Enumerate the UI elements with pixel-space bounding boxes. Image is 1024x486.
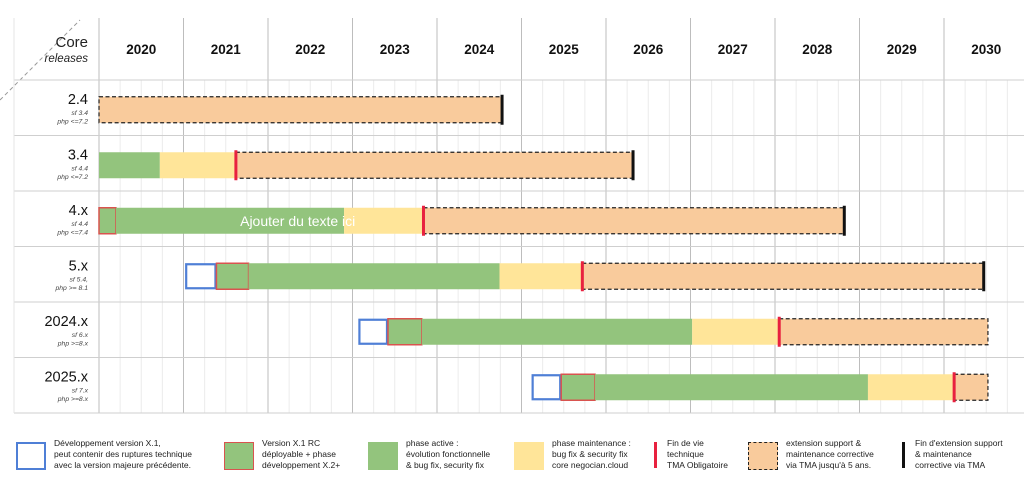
segment-dev bbox=[531, 374, 562, 401]
legend-item-dev: Développement version X.1, peut contenir… bbox=[16, 438, 192, 471]
year-label-2028: 2028 bbox=[802, 42, 833, 57]
segment-extension bbox=[953, 373, 989, 401]
row-2024-x: 2024.x sf 6.x php >=8.x bbox=[44, 314, 989, 348]
release-timeline-chart: 2020 2021 2022 2023 2024 2025 2026 2027 2028 2029… bbox=[0, 18, 1024, 414]
segment-rc bbox=[387, 318, 423, 346]
year-label-2020: 2020 bbox=[126, 42, 156, 57]
legend-text-active: phase active : évolution fonctionnelle &… bbox=[406, 438, 491, 470]
year-label-2026: 2026 bbox=[633, 42, 664, 57]
row-note: sf 3.4 bbox=[71, 110, 88, 117]
year-label-2024: 2024 bbox=[464, 42, 495, 57]
row-label: 4.x bbox=[69, 203, 89, 219]
row-label: 2.4 bbox=[68, 92, 88, 108]
legend-swatch-end bbox=[902, 442, 905, 468]
legend-item-eol: Fin de vie technique TMA Obligatoire bbox=[652, 438, 728, 471]
segment-extension bbox=[98, 96, 503, 124]
legend-text-end: Fin d'extension support & maintenance co… bbox=[915, 438, 1003, 470]
marker-eol bbox=[234, 150, 238, 181]
segment-maintenance bbox=[159, 152, 236, 179]
year-label-2027: 2027 bbox=[718, 42, 748, 57]
segment-rc bbox=[215, 262, 250, 290]
row-note: sf 6.x bbox=[72, 332, 89, 339]
segment-active bbox=[99, 152, 160, 179]
legend: Développement version X.1, peut contenir… bbox=[0, 424, 1024, 486]
row-note: php <=7.2 bbox=[56, 174, 88, 181]
legend-item-end: Fin d'extension support & maintenance co… bbox=[900, 438, 1003, 471]
legend-text-rc: Version X.1 RC déployable + phase dévelo… bbox=[262, 438, 341, 470]
segment-active bbox=[248, 263, 500, 290]
legend-swatch-active bbox=[368, 442, 398, 470]
year-label-2021: 2021 bbox=[211, 42, 242, 57]
legend-swatch-eol bbox=[654, 442, 657, 468]
legend-item-extension: extension support & maintenance correcti… bbox=[748, 438, 874, 471]
segment-extension bbox=[581, 262, 985, 290]
marker-eol bbox=[421, 205, 425, 236]
row-label: 3.4 bbox=[68, 148, 88, 164]
segment-maintenance bbox=[344, 207, 424, 234]
row-note: php <=7.4 bbox=[56, 230, 88, 237]
row-label: 5.x bbox=[69, 259, 89, 275]
legend-swatch-extension bbox=[748, 442, 778, 470]
segment-extension bbox=[235, 151, 634, 179]
row-annotation: Ajouter du texte ici bbox=[240, 213, 355, 229]
segment-active bbox=[115, 207, 345, 234]
row-label: 2025.x bbox=[44, 370, 88, 386]
row-note: php >=8.x bbox=[57, 341, 89, 348]
segment-rc bbox=[560, 373, 596, 401]
legend-text-maintenance: phase maintenance : bug fix & security f… bbox=[552, 438, 631, 470]
row-note: sf 5.4, bbox=[69, 277, 88, 284]
segment-dev bbox=[358, 318, 389, 345]
marker-end bbox=[842, 205, 846, 236]
legend-swatch-maintenance bbox=[514, 442, 544, 470]
marker-end bbox=[982, 261, 986, 292]
row-2-4: 2.4 sf 3.4 php <=7.2 bbox=[56, 92, 504, 126]
corner-subtitle: releases bbox=[45, 53, 89, 65]
segment-active bbox=[595, 374, 868, 401]
segment-active bbox=[421, 318, 693, 345]
segment-dev bbox=[185, 263, 217, 290]
legend-item-maintenance: phase maintenance : bug fix & security f… bbox=[514, 438, 631, 471]
year-label-2030: 2030 bbox=[971, 42, 1001, 57]
legend-item-rc: Version X.1 RC déployable + phase dévelo… bbox=[224, 438, 340, 471]
row-note: sf 7.x bbox=[72, 388, 89, 395]
year-label-2023: 2023 bbox=[380, 42, 411, 57]
row-label: 2024.x bbox=[44, 314, 88, 330]
legend-text-eol: Fin de vie technique TMA Obligatoire bbox=[667, 438, 728, 470]
legend-text-dev: Développement version X.1, peut contenir… bbox=[54, 438, 192, 470]
row-note: sf 4.4 bbox=[71, 166, 88, 173]
corner-title: Core bbox=[55, 34, 88, 51]
marker-eol bbox=[580, 261, 584, 292]
segment-extension bbox=[422, 207, 845, 235]
legend-swatch-rc bbox=[224, 442, 254, 470]
year-label-2022: 2022 bbox=[295, 42, 325, 57]
year-label-2025: 2025 bbox=[549, 42, 580, 57]
segment-maintenance bbox=[499, 263, 583, 290]
marker-eol bbox=[777, 316, 781, 347]
row-note: php <=7.2 bbox=[56, 119, 88, 126]
legend-swatch-dev bbox=[16, 442, 46, 470]
legend-text-extension: extension support & maintenance correcti… bbox=[786, 438, 874, 470]
legend-item-active: phase active : évolution fonctionnelle &… bbox=[368, 438, 490, 471]
row-4-x: 4.x sf 4.4 php <=7.4 Ajouter du texte ici bbox=[56, 203, 846, 237]
segment-extension bbox=[778, 318, 989, 346]
marker-end bbox=[500, 94, 504, 125]
segment-maintenance bbox=[692, 318, 780, 345]
segment-maintenance bbox=[867, 374, 955, 401]
marker-eol bbox=[952, 372, 956, 403]
row-5-x: 5.x sf 5.4,php >= 8.1 bbox=[54, 259, 986, 292]
grid-layer: 2020 2021 2022 2023 2024 2025 2026 2027 2028 2029… bbox=[0, 18, 1024, 414]
row-note: php >= 8.1 bbox=[54, 285, 88, 292]
year-label-2029: 2029 bbox=[887, 42, 917, 57]
row-note: sf 4.4 bbox=[71, 221, 88, 228]
row-note: php >=8.x bbox=[57, 396, 89, 403]
marker-end bbox=[631, 150, 635, 181]
segment-rc bbox=[98, 207, 117, 235]
corner-diagonal bbox=[0, 19, 81, 101]
